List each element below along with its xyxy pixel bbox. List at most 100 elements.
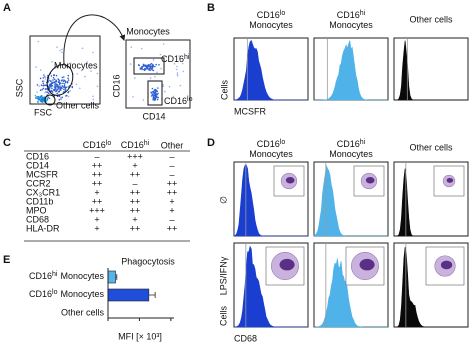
scatter-dot <box>58 99 61 101</box>
scatter-dot <box>34 94 37 97</box>
label-part: Monocytes <box>60 289 104 299</box>
scatter-dot <box>92 51 94 54</box>
scatter-dot <box>39 69 42 71</box>
scatter-dot <box>143 69 146 72</box>
cell-nucleus <box>285 176 295 184</box>
scatter-dot <box>56 84 59 86</box>
cell-nucleus <box>440 260 453 270</box>
scatter-dot <box>153 97 156 99</box>
scatter-dot <box>156 93 158 96</box>
scatter-dot <box>37 95 40 98</box>
gate-label: Other cells <box>56 100 100 110</box>
arrow <box>63 14 126 65</box>
gate <box>44 94 56 106</box>
gate-label: CD16hi <box>161 54 190 65</box>
scatter-dot <box>54 85 56 88</box>
table-row-label: HLA-DR <box>26 223 60 233</box>
scatter-dot <box>42 77 45 79</box>
scatter-dot <box>151 69 153 71</box>
scatter-dot <box>45 84 47 87</box>
plot-title: CD16hi Monocytes <box>329 139 373 160</box>
cell-nucleus <box>279 258 295 271</box>
scatter-dot <box>58 95 61 98</box>
scatter-dot <box>154 93 157 96</box>
scatter-dot <box>154 65 156 68</box>
scatter-dot <box>158 64 160 66</box>
scatter-dot <box>92 98 95 101</box>
scatter-dot <box>39 77 42 80</box>
scatter-dot <box>50 89 53 92</box>
label-part: CD16 <box>161 54 184 64</box>
table-row-label: CD14 <box>26 160 49 170</box>
label-sup: hi <box>360 10 366 17</box>
axis-label: FSC <box>34 107 53 117</box>
scatter-dot <box>151 64 154 67</box>
scatter-dot <box>151 67 154 69</box>
table-row-label: CX₃CR1 <box>26 187 60 197</box>
scatter-dot <box>138 64 140 66</box>
label-part: CD16 <box>337 139 360 149</box>
table-cell: – <box>132 178 137 188</box>
scatter-dot <box>41 97 44 99</box>
scatter-dot <box>79 87 81 90</box>
scatter-dot <box>151 93 154 96</box>
scatter-dot <box>41 88 43 91</box>
label-part: Monocytes <box>249 20 293 30</box>
category-label: CD16hi Monocytes <box>29 271 104 282</box>
scatter-dot <box>66 81 69 84</box>
scatter-dot <box>46 91 49 93</box>
scatter-dot <box>154 98 156 101</box>
scatter-dot <box>35 97 37 99</box>
scatter-dot <box>96 85 99 88</box>
label-sup: hi <box>144 140 150 147</box>
scatter-dot <box>50 75 53 77</box>
table-row-label: MCSFR <box>26 169 58 179</box>
scatter-dot <box>61 76 64 79</box>
scatter-dot <box>51 87 53 90</box>
label-sup: lo <box>280 139 286 146</box>
scatter-dot <box>61 85 64 87</box>
scatter-dot <box>162 85 164 88</box>
scatter-dot <box>60 96 62 99</box>
scatter-dot <box>146 67 149 70</box>
scatter-dot <box>162 83 164 86</box>
scatter-dot <box>61 51 63 54</box>
cell-nucleus <box>359 258 375 271</box>
scatter-dot <box>53 78 56 81</box>
scatter-dot <box>157 86 159 89</box>
scatter-dot <box>57 81 60 83</box>
scatter-dot <box>37 101 39 103</box>
scatter-dot <box>156 96 158 98</box>
scatter-dot <box>56 89 58 91</box>
row-label: ∅ <box>218 196 228 204</box>
scatter-dot <box>50 84 53 86</box>
scatter-dot <box>176 73 179 76</box>
scatter-dot <box>55 79 58 82</box>
table-cell: + <box>169 205 174 215</box>
table-row-label: CD68 <box>26 214 49 224</box>
scatter-dot <box>145 68 147 70</box>
scatter-dot <box>59 49 61 52</box>
scatter-dot <box>176 72 179 74</box>
scatter-dot <box>148 65 151 67</box>
scatter-dot <box>168 85 171 88</box>
scatter-dot <box>44 88 47 90</box>
scatter-dot <box>155 91 157 93</box>
scatter-dot <box>60 79 63 82</box>
axis-label: Cells <box>218 306 228 327</box>
label-part: CD16 <box>257 10 280 20</box>
scatter-dot <box>152 98 154 101</box>
table-cell: – <box>94 151 99 161</box>
scatter-dot <box>58 80 61 82</box>
scatter-box <box>29 35 101 105</box>
label-part: CD16 <box>83 140 106 150</box>
scatter-dot <box>157 96 159 99</box>
table-cell: – <box>169 151 174 161</box>
category-label: Other cells <box>61 307 105 317</box>
table-cell: ++ <box>167 178 178 188</box>
scatter-dot <box>55 87 57 89</box>
scatter-dot <box>52 77 55 79</box>
histogram <box>394 168 468 237</box>
scatter-dot <box>76 73 78 75</box>
